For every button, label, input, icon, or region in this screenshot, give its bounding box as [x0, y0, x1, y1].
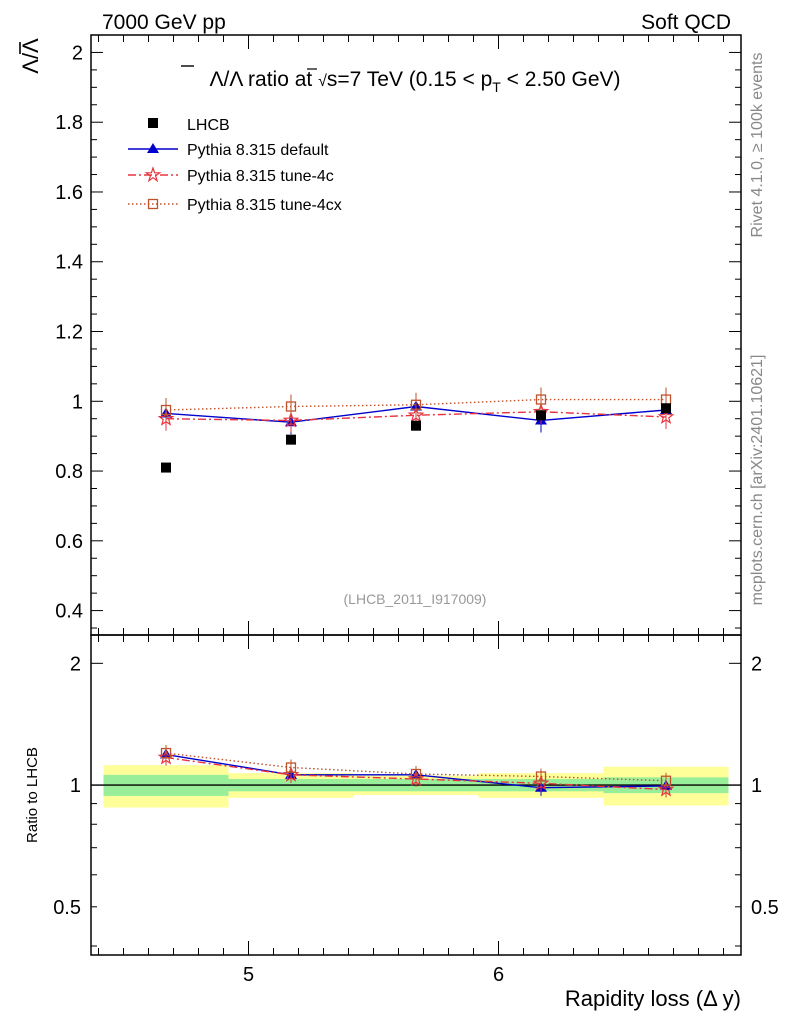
- point-lhcb: [161, 462, 171, 473]
- main-ytick-label: 1.6: [55, 182, 83, 204]
- ratio-point-pythia-8-315-tune-4cx: [410, 768, 422, 780]
- ratio-point-pythia-8-315-tune-4cx: [285, 762, 297, 773]
- mcplots-label: mcplots.cern.ch [arXiv:2401.10621]: [749, 355, 766, 606]
- point-pythia-8-315-tune-4c: [407, 406, 425, 423]
- main-title: Λ/Λ ratio at √s=7 TeV (0.15 < pT < 2.50 …: [209, 68, 620, 95]
- point-pythia-8-315-tune-4cx: [285, 401, 297, 412]
- ratio-point-pythia-8-315-tune-4cx: [160, 747, 172, 759]
- main-ytick-label: 1.8: [55, 112, 83, 134]
- point-lhcb: [286, 434, 296, 445]
- rivet-label: Rivet 4.1.0, ≥ 100k events: [749, 53, 766, 238]
- xtick-label: 6: [493, 964, 504, 986]
- header-left: 7000 GeV pp: [102, 11, 226, 34]
- legend-label-lhcb: LHCB: [187, 117, 230, 134]
- title-energy: =7 TeV (0.15 < p: [337, 68, 492, 91]
- ratio-ytick-label-right: 1: [751, 775, 762, 797]
- point-lhcb: [411, 420, 421, 431]
- title-tail: < 2.50 GeV): [501, 68, 621, 91]
- series-line-pythia-8-315-tune-4cx: [165, 398, 666, 411]
- header-right: Soft QCD: [641, 11, 731, 34]
- legend-label-tune4cx: Pythia 8.315 tune-4cx: [187, 197, 342, 214]
- legend-entry-tune4c: Pythia 8.315 tune-4c: [128, 166, 334, 185]
- ratio-axis-ticks: 0.5 0.5 1 1 2 2 5 6: [53, 635, 779, 986]
- series-line-pythia-8-315-tune-4c: [165, 411, 667, 422]
- main-plot-marks: [157, 387, 675, 473]
- ratio-plot-marks: [157, 745, 675, 798]
- point-pythia-8-315-tune-4c: [282, 411, 300, 428]
- xtick-label: 5: [243, 964, 254, 986]
- title-s: s: [327, 68, 338, 91]
- point-pythia-8-315-tune-4cx: [410, 399, 422, 410]
- ratio-point-pythia-8-315-tune-4cx: [660, 775, 672, 786]
- legend-label-tune4c: Pythia 8.315 tune-4c: [187, 168, 334, 185]
- point-pythia-8-315-tune-4cx: [535, 394, 547, 405]
- ratio-point-pythia-8-315-tune-4cx: [535, 771, 547, 782]
- main-axis-ticks: 0.4 0.6 0.8 1 1.2 1.4 1.6 1.8 2: [55, 34, 741, 635]
- main-ytick-label: 1.2: [55, 322, 83, 344]
- ratio-ytick-label-right: 2: [751, 653, 762, 675]
- point-pythia-8-315-tune-4cx: [160, 404, 172, 416]
- legend-entry-lhcb: LHCB: [148, 117, 230, 134]
- ratio-ytick-label: 1: [70, 775, 81, 797]
- analysis-id: (LHCB_2011_I917009): [344, 591, 487, 607]
- title-sub: T: [492, 79, 501, 95]
- ratio-ytick-label: 2: [70, 653, 81, 675]
- point-lhcb: [661, 403, 671, 414]
- legend: LHCB Pythia 8.315 default Pythia 8.315 t…: [128, 117, 342, 214]
- title-sqrt: √: [318, 73, 327, 90]
- ratio-ytick-label-right: 0.5: [751, 897, 779, 919]
- main-ytick-label: 0.8: [55, 461, 83, 483]
- legend-marker-lhcb: [148, 118, 158, 128]
- main-ytick-label: 1.4: [55, 252, 83, 274]
- legend-marker-tune4c: [144, 166, 162, 183]
- main-ytick-label: 1: [72, 391, 83, 413]
- title-lead: Λ/Λ ratio at: [209, 68, 318, 91]
- point-lhcb: [536, 410, 546, 421]
- legend-label-default: Pythia 8.315 default: [187, 142, 329, 159]
- main-ylabel-text: Λ/Λ: [18, 38, 43, 74]
- ratio-ytick-label: 0.5: [53, 897, 81, 919]
- ratio-ylabel: Ratio to LHCB: [24, 747, 41, 843]
- main-ytick-label: 2: [72, 42, 83, 64]
- legend-marker-default: [147, 143, 159, 153]
- legend-marker-tune4cx: [147, 198, 159, 210]
- main-ytick-label: 0.6: [55, 531, 83, 553]
- legend-entry-default: Pythia 8.315 default: [128, 142, 329, 159]
- point-pythia-8-315-tune-4c: [657, 408, 675, 424]
- x-axis-label: Rapidity loss (Δ y): [565, 986, 741, 1011]
- legend-entry-tune4cx: Pythia 8.315 tune-4cx: [128, 197, 342, 214]
- ratio-plot-frame: [90, 634, 742, 956]
- ratio-point-pythia-8-315-tune-4c: [657, 780, 675, 797]
- main-ylabel: Λ/Λ: [18, 38, 43, 74]
- main-ytick-label: 0.4: [55, 601, 83, 623]
